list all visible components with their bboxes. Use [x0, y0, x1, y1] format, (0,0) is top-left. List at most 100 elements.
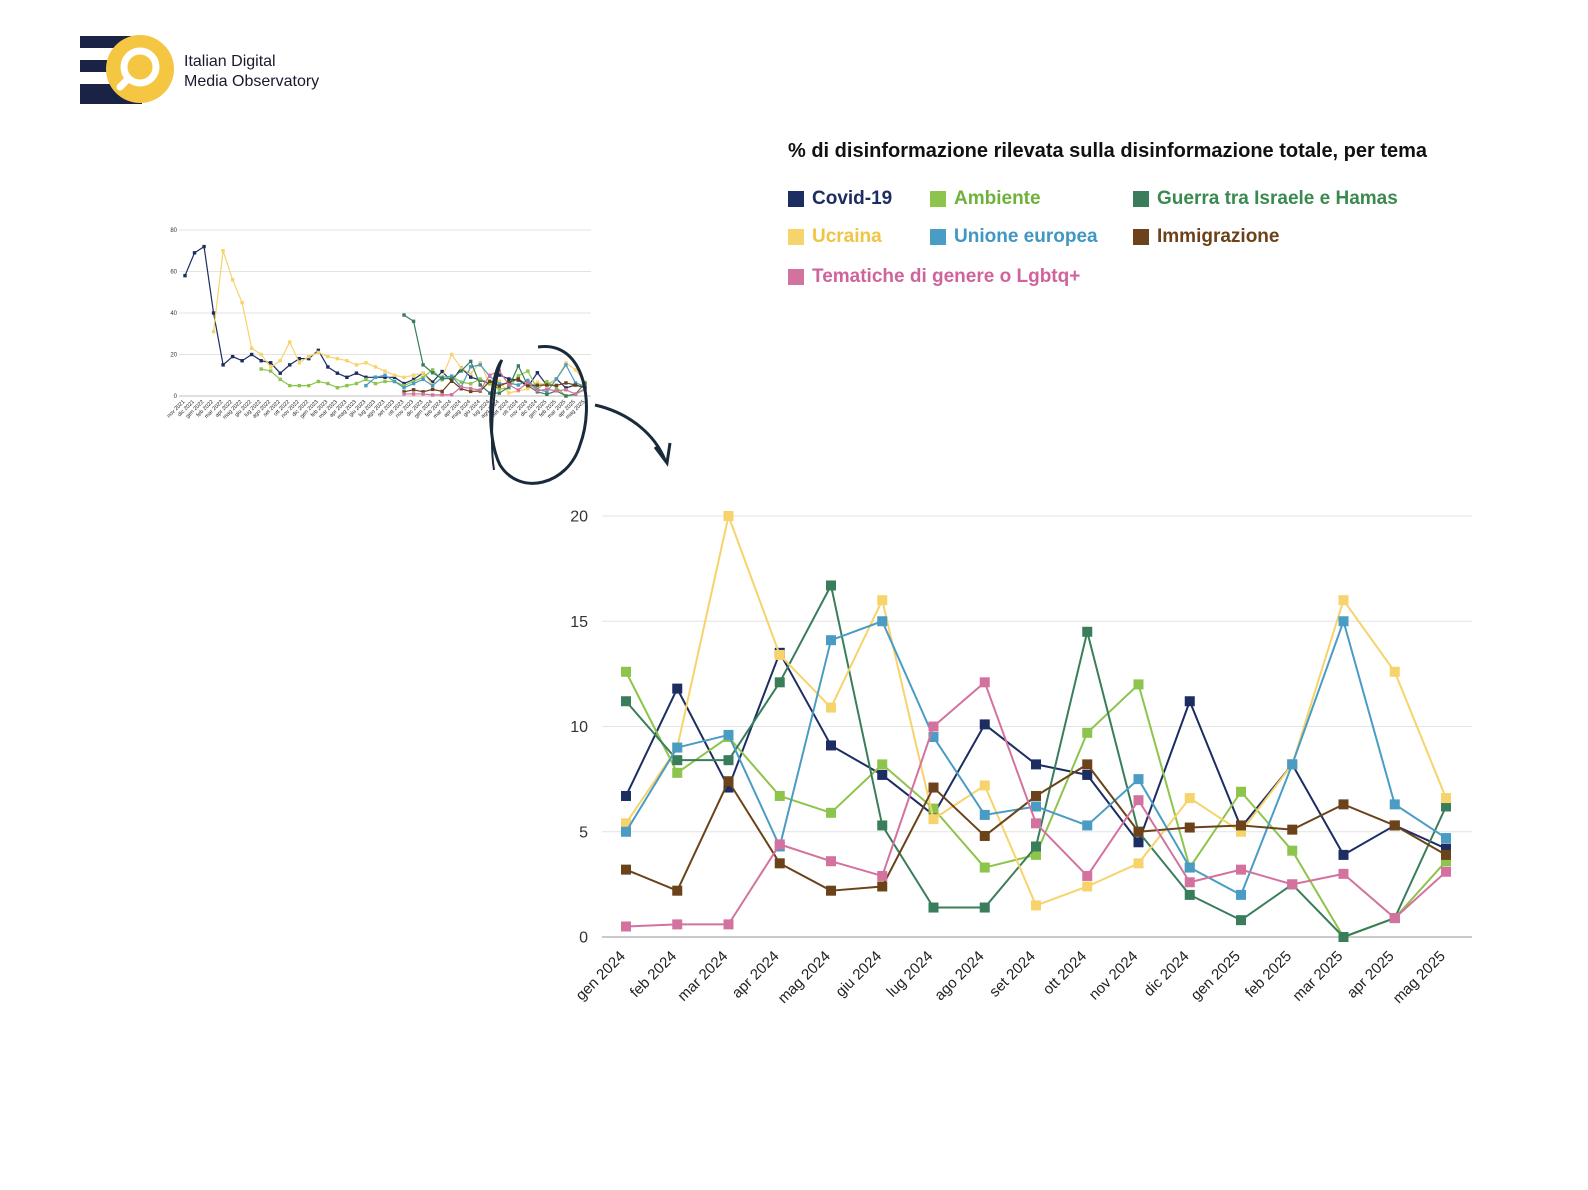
data-point	[364, 375, 368, 380]
data-point	[979, 677, 990, 688]
data-point	[564, 394, 568, 398]
data-point	[774, 839, 785, 850]
data-point	[545, 387, 549, 392]
data-point	[497, 384, 501, 388]
data-point	[402, 381, 406, 386]
legend-label: Unione europea	[954, 226, 1098, 247]
data-point	[621, 826, 631, 837]
data-point	[516, 388, 521, 392]
data-point	[345, 359, 349, 363]
data-point	[507, 380, 511, 384]
data-point	[564, 361, 568, 365]
y-tick-label: 10	[570, 719, 588, 736]
data-point	[459, 366, 463, 370]
data-point	[240, 300, 244, 305]
legend-swatch	[788, 269, 804, 285]
data-point	[723, 729, 734, 740]
data-point	[421, 375, 425, 380]
logo-line-1: Italian Digital	[184, 53, 276, 70]
data-point	[392, 375, 397, 380]
arrow-icon	[594, 403, 667, 461]
data-point	[554, 377, 559, 381]
data-point	[402, 386, 406, 390]
data-point	[221, 249, 225, 253]
data-point	[421, 390, 425, 394]
data-point	[545, 392, 549, 397]
data-point	[1287, 759, 1298, 770]
data-point	[1389, 666, 1400, 677]
data-point	[826, 635, 836, 646]
data-point	[335, 356, 340, 361]
data-point	[507, 383, 511, 387]
data-point	[1031, 849, 1041, 860]
data-point	[392, 373, 397, 377]
data-point	[1389, 799, 1400, 810]
data-point	[526, 383, 530, 388]
data-point	[1082, 727, 1093, 738]
data-point	[269, 361, 273, 365]
data-point	[979, 862, 990, 873]
data-point	[979, 780, 990, 791]
data-point	[1082, 759, 1093, 770]
arrow-head-icon	[653, 442, 672, 467]
data-point	[1236, 864, 1246, 875]
data-point	[1441, 833, 1451, 844]
data-point	[826, 807, 836, 818]
data-point	[430, 371, 435, 375]
data-point	[411, 379, 416, 384]
series-line	[212, 250, 586, 394]
data-point	[402, 390, 406, 394]
data-point	[335, 386, 340, 390]
data-point	[278, 359, 282, 363]
data-point	[497, 387, 501, 391]
legend-item-unione-europea: Unione europea	[930, 226, 1098, 248]
data-point	[928, 803, 939, 814]
data-point	[288, 383, 292, 388]
data-point	[723, 755, 734, 766]
series-tematiche-di-genere-o-lgbtq	[621, 677, 1451, 932]
data-point	[1338, 868, 1349, 879]
data-point	[877, 595, 888, 606]
x-tick-label: mar 2025	[1289, 948, 1346, 1005]
data-point	[1031, 759, 1041, 770]
legend-swatch	[930, 191, 946, 207]
x-tick-label: gen 2024	[573, 948, 629, 1004]
series-ucraina	[621, 511, 1451, 911]
data-point	[488, 379, 492, 383]
data-point	[1031, 818, 1041, 829]
data-point	[1031, 900, 1041, 911]
legend-label: Covid-19	[812, 188, 893, 209]
y-tick-label: 5	[579, 824, 588, 841]
data-point	[877, 759, 888, 770]
data-point	[411, 319, 416, 323]
data-point	[392, 379, 397, 384]
data-point	[326, 354, 330, 359]
data-point	[440, 393, 444, 397]
data-point	[1184, 696, 1195, 707]
data-point	[1236, 820, 1246, 831]
x-tick-label: gen 2025	[1188, 948, 1244, 1004]
data-point	[249, 346, 254, 350]
data-point	[1082, 881, 1093, 892]
data-point	[230, 278, 235, 282]
data-point	[459, 380, 463, 384]
data-point	[516, 374, 521, 378]
data-point	[259, 352, 263, 357]
data-point	[1441, 793, 1451, 804]
data-point	[877, 881, 888, 892]
legend-item-tematiche-di-genere-o-lgbtq: Tematiche di genere o Lgbtq+	[788, 266, 1080, 288]
legend-label: Immigrazione	[1157, 226, 1280, 247]
data-point	[1287, 879, 1298, 890]
data-point	[202, 244, 206, 249]
data-point	[221, 363, 225, 367]
legend-label: Guerra tra Israele e Hamas	[1157, 188, 1398, 209]
y-tick-label: 80	[170, 228, 177, 234]
data-point	[877, 769, 888, 780]
data-point	[1133, 837, 1144, 848]
data-point	[554, 389, 559, 393]
data-point	[526, 387, 530, 391]
data-point	[469, 359, 473, 364]
data-point	[516, 383, 521, 387]
data-point	[573, 383, 578, 387]
data-point	[1082, 870, 1093, 881]
